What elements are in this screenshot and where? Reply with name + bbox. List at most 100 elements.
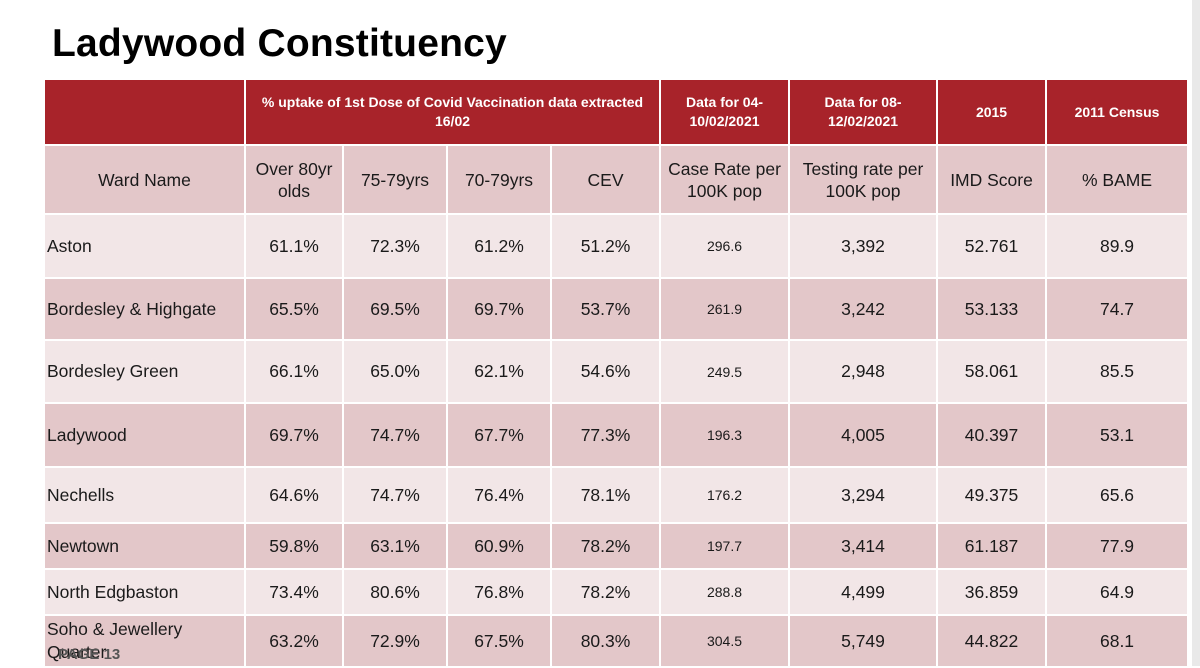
header-vaccination: % uptake of 1st Dose of Covid Vaccinatio… xyxy=(243,78,662,146)
cell-case-rate: 288.8 xyxy=(659,568,791,616)
cell-75-79-uptake: 74.7% xyxy=(342,466,448,524)
cell-testing-rate: 4,499 xyxy=(788,568,939,616)
cell-cev-uptake: 80.3% xyxy=(549,614,662,668)
cell-imd-score: 40.397 xyxy=(936,402,1048,468)
cell-ward-name: Ladywood xyxy=(43,402,246,468)
cell-ward-name: Newtown xyxy=(43,522,246,570)
cell-cev-uptake: 78.2% xyxy=(549,568,662,616)
cell-ward-name: Soho & Jewellery Quarter xyxy=(43,614,246,668)
table-row: Newtown 59.8% 63.1% 60.9% 78.2% 197.7 3,414 61.… xyxy=(43,522,1190,570)
cell-cev-uptake: 53.7% xyxy=(549,277,662,341)
cell-70-79-uptake: 62.1% xyxy=(446,339,552,404)
cell-cev-uptake: 54.6% xyxy=(549,339,662,404)
cell-over-80-uptake: 63.2% xyxy=(244,614,344,668)
cell-imd-score: 52.761 xyxy=(936,213,1048,279)
col-ward-name: Ward Name xyxy=(43,144,246,215)
cell-imd-score: 61.187 xyxy=(936,522,1048,570)
cell-over-80-uptake: 66.1% xyxy=(244,339,344,404)
col-case-rate: Case Rate per 100K pop xyxy=(659,144,791,215)
cell-75-79-uptake: 72.9% xyxy=(342,614,448,668)
cell-over-80-uptake: 73.4% xyxy=(244,568,344,616)
cell-70-79-uptake: 60.9% xyxy=(446,522,552,570)
cell-testing-rate: 3,242 xyxy=(788,277,939,341)
cell-testing-rate: 3,294 xyxy=(788,466,939,524)
cell-ward-name: Nechells xyxy=(43,466,246,524)
slide-edge xyxy=(1192,0,1200,666)
cell-70-79-uptake: 67.7% xyxy=(446,402,552,468)
cell-75-79-uptake: 74.7% xyxy=(342,402,448,468)
table-row: Ladywood 69.7% 74.7% 67.7% 77.3% 196.3 4,005 40… xyxy=(43,402,1190,468)
header-group-row: % uptake of 1st Dose of Covid Vaccinatio… xyxy=(43,78,1190,146)
cell-case-rate: 196.3 xyxy=(659,402,791,468)
cell-bame-percent: 74.7 xyxy=(1045,277,1190,341)
header-case-data: Data for 04-10/02/2021 xyxy=(659,78,791,146)
col-70-79: 70-79yrs xyxy=(446,144,552,215)
cell-imd-score: 44.822 xyxy=(936,614,1048,668)
table-row: Aston 61.1% 72.3% 61.2% 51.2% 296.6 3,392 52.76… xyxy=(43,213,1190,279)
cell-ward-name: North Edgbaston xyxy=(43,568,246,616)
cell-ward-name: Bordesley Green xyxy=(43,339,246,404)
table-row: Nechells 64.6% 74.7% 76.4% 78.1% 176.2 3,294 49… xyxy=(43,466,1190,524)
column-header-row: Ward Name Over 80yr olds 75-79yrs 70-79y… xyxy=(43,144,1190,215)
col-over-80: Over 80yr olds xyxy=(244,144,344,215)
cell-case-rate: 197.7 xyxy=(659,522,791,570)
cell-case-rate: 296.6 xyxy=(659,213,791,279)
cell-imd-score: 49.375 xyxy=(936,466,1048,524)
page-title: Ladywood Constituency xyxy=(52,22,507,65)
table-row: Soho & Jewellery Quarter 63.2% 72.9% 67.5% 8… xyxy=(43,614,1190,668)
cell-over-80-uptake: 65.5% xyxy=(244,277,344,341)
cell-75-79-uptake: 80.6% xyxy=(342,568,448,616)
cell-case-rate: 261.9 xyxy=(659,277,791,341)
col-bame: % BAME xyxy=(1045,144,1190,215)
cell-testing-rate: 3,414 xyxy=(788,522,939,570)
table-row: North Edgbaston 73.4% 80.6% 76.8% 78.2% 288.8… xyxy=(43,568,1190,616)
cell-bame-percent: 64.9 xyxy=(1045,568,1190,616)
cell-bame-percent: 68.1 xyxy=(1045,614,1190,668)
cell-cev-uptake: 51.2% xyxy=(549,213,662,279)
ward-data-table: % uptake of 1st Dose of Covid Vaccinatio… xyxy=(43,78,1190,668)
col-cev: CEV xyxy=(549,144,662,215)
cell-imd-score: 36.859 xyxy=(936,568,1048,616)
cell-case-rate: 249.5 xyxy=(659,339,791,404)
cell-case-rate: 304.5 xyxy=(659,614,791,668)
cell-70-79-uptake: 67.5% xyxy=(446,614,552,668)
cell-over-80-uptake: 64.6% xyxy=(244,466,344,524)
cell-over-80-uptake: 61.1% xyxy=(244,213,344,279)
cell-bame-percent: 85.5 xyxy=(1045,339,1190,404)
cell-testing-rate: 3,392 xyxy=(788,213,939,279)
header-census: 2011 Census xyxy=(1045,78,1190,146)
cell-bame-percent: 65.6 xyxy=(1045,466,1190,524)
header-imd-year: 2015 xyxy=(936,78,1048,146)
cell-bame-percent: 53.1 xyxy=(1045,402,1190,468)
cell-70-79-uptake: 69.7% xyxy=(446,277,552,341)
cell-75-79-uptake: 63.1% xyxy=(342,522,448,570)
cell-cev-uptake: 77.3% xyxy=(549,402,662,468)
cell-70-79-uptake: 76.4% xyxy=(446,466,552,524)
col-imd-score: IMD Score xyxy=(936,144,1048,215)
page-number: PAGE 13 xyxy=(58,646,121,663)
cell-cev-uptake: 78.2% xyxy=(549,522,662,570)
cell-testing-rate: 2,948 xyxy=(788,339,939,404)
cell-75-79-uptake: 65.0% xyxy=(342,339,448,404)
cell-imd-score: 58.061 xyxy=(936,339,1048,404)
cell-cev-uptake: 78.1% xyxy=(549,466,662,524)
table-row: Bordesley & Highgate 65.5% 69.5% 69.7% 53.7%… xyxy=(43,277,1190,341)
cell-over-80-uptake: 69.7% xyxy=(244,402,344,468)
cell-70-79-uptake: 61.2% xyxy=(446,213,552,279)
header-testing-data: Data for 08-12/02/2021 xyxy=(788,78,939,146)
cell-75-79-uptake: 72.3% xyxy=(342,213,448,279)
cell-bame-percent: 77.9 xyxy=(1045,522,1190,570)
col-testing-rate: Testing rate per 100K pop xyxy=(788,144,939,215)
cell-70-79-uptake: 76.8% xyxy=(446,568,552,616)
cell-case-rate: 176.2 xyxy=(659,466,791,524)
cell-ward-name: Bordesley & Highgate xyxy=(43,277,246,341)
cell-ward-name: Aston xyxy=(43,213,246,279)
cell-imd-score: 53.133 xyxy=(936,277,1048,341)
table-row: Bordesley Green 66.1% 65.0% 62.1% 54.6% 249.5… xyxy=(43,339,1190,404)
cell-over-80-uptake: 59.8% xyxy=(244,522,344,570)
cell-bame-percent: 89.9 xyxy=(1045,213,1190,279)
cell-testing-rate: 4,005 xyxy=(788,402,939,468)
header-blank-cell xyxy=(43,78,246,146)
cell-testing-rate: 5,749 xyxy=(788,614,939,668)
cell-75-79-uptake: 69.5% xyxy=(342,277,448,341)
